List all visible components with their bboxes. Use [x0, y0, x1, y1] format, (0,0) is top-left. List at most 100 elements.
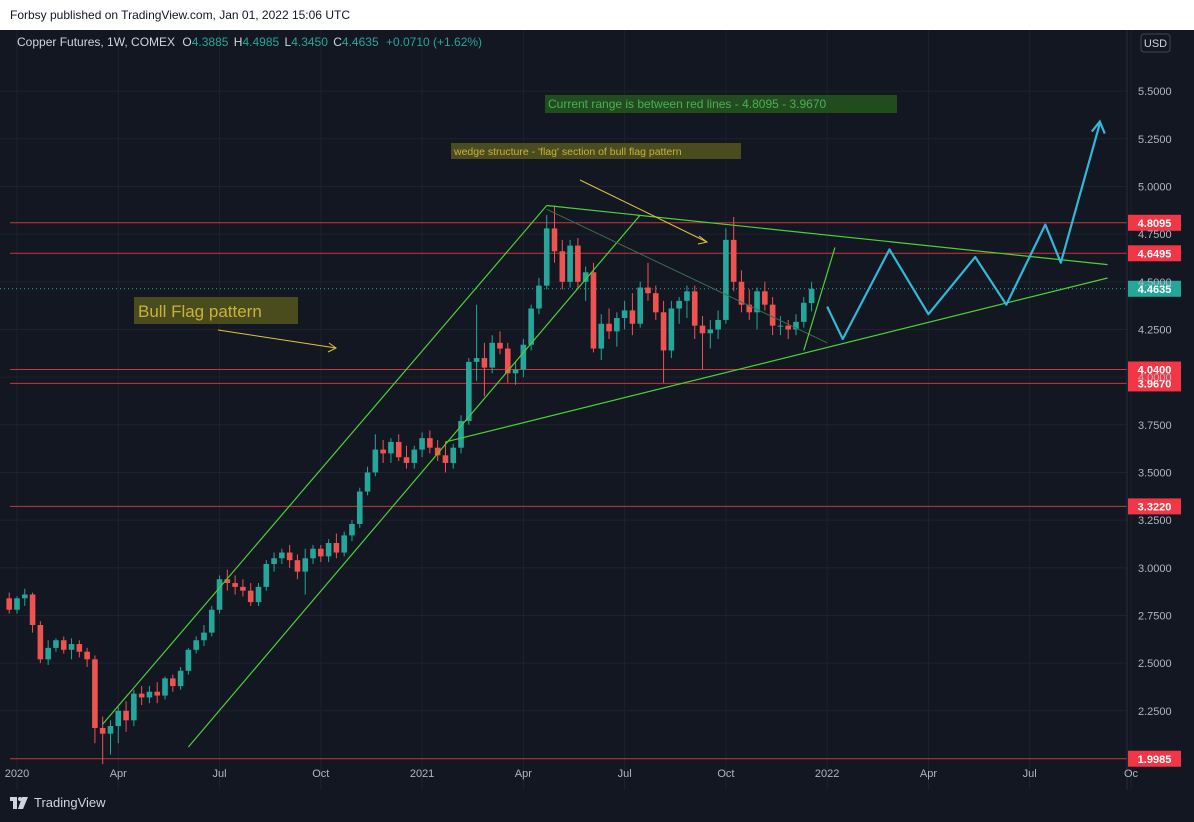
candle-body — [247, 590, 254, 603]
y-tick-label: 2.2500 — [1138, 706, 1172, 718]
chart-area[interactable]: 4.8095 4.6495 4.0400 3.9670 3.3220 1.9985 4.46… — [0, 30, 1194, 790]
footer: TradingView — [0, 790, 1194, 822]
level-label: 3.9670 — [1138, 378, 1172, 390]
candle-body — [177, 670, 184, 687]
y-tick-label: 2.5000 — [1138, 658, 1172, 670]
candle-body — [29, 594, 36, 625]
candle-body — [637, 287, 643, 324]
candle-body — [318, 548, 324, 557]
publisher-header: Forbsy published on TradingView.com, Jan… — [0, 0, 1194, 30]
candle-body — [294, 560, 301, 572]
note-bullflag: Bull Flag pattern — [138, 302, 262, 321]
candle-body — [115, 710, 122, 727]
candle-body — [271, 558, 277, 564]
candle-body — [364, 472, 371, 492]
candle-body — [723, 239, 729, 320]
candle-body — [590, 272, 597, 349]
y-tick-label: 5.2500 — [1138, 134, 1172, 146]
candle-body — [138, 693, 145, 698]
price-axis[interactable]: 2.2500 2.5000 2.7500 3.0000 3.2500 3.5000 3.75… — [0, 30, 1194, 790]
legend-close: 4.4635 — [342, 35, 379, 49]
candle-body — [504, 348, 511, 374]
y-tick-label: 4.7500 — [1138, 229, 1172, 241]
candle-body — [37, 625, 44, 660]
ohlc-legend: Copper Futures, 1W, COMEX O4.3885 H4.498… — [17, 35, 482, 49]
legend-h-label: H — [234, 35, 243, 49]
candle-body — [14, 598, 20, 610]
x-tick-label: Oc — [1124, 768, 1139, 780]
candle-body — [372, 449, 379, 473]
candle-body — [738, 281, 745, 305]
level-badge — [1128, 214, 1181, 231]
candle-body — [224, 579, 231, 584]
arrow-bullflag-head — [327, 342, 337, 353]
candle-body — [520, 344, 527, 370]
candle-body — [528, 308, 534, 345]
note-bullflag-box — [134, 297, 298, 324]
candle-body — [333, 543, 340, 553]
candle-body — [427, 438, 433, 448]
candle-body — [450, 447, 457, 463]
y-tick-label: 4.2500 — [1138, 324, 1172, 336]
legend-l-label: L — [285, 35, 292, 49]
x-tick-label: Jul — [213, 768, 227, 780]
legend-low: 4.3450 — [291, 35, 328, 49]
currency-button[interactable]: USD — [1140, 33, 1171, 53]
candle-body — [325, 543, 332, 557]
note-wedge-box — [451, 143, 741, 159]
candle-body — [131, 693, 137, 721]
candle-body — [684, 291, 690, 301]
y-tick-label: 5.5000 — [1138, 86, 1172, 98]
candle-body — [691, 291, 698, 326]
x-tick-label: Oct — [312, 768, 329, 780]
level-badge — [1128, 245, 1181, 262]
trendline-channel-upper — [102, 205, 548, 725]
note-range: Current range is between red lines - 4.8… — [548, 97, 826, 111]
candle-body — [76, 644, 83, 652]
level-label: 4.8095 — [1138, 218, 1172, 230]
level-badge — [1128, 498, 1181, 515]
candle-body — [349, 523, 355, 536]
candle-body — [310, 548, 316, 559]
candle-body — [473, 358, 480, 362]
last-price-badge — [1128, 280, 1181, 297]
candle-body — [434, 447, 441, 456]
candle-body — [193, 640, 199, 650]
candle-body — [660, 312, 667, 351]
level-badge — [1128, 375, 1181, 392]
candle-body — [458, 420, 464, 448]
candle-body — [208, 609, 215, 633]
candle-body — [442, 455, 449, 463]
candle-body — [84, 651, 90, 660]
trendline-wedge-upper — [546, 204, 1108, 266]
candle-body — [715, 319, 721, 330]
candle-body — [489, 342, 495, 368]
candle-body — [707, 329, 714, 334]
candle-body — [123, 710, 129, 721]
candle-body — [769, 304, 776, 326]
level-label: 4.6495 — [1138, 248, 1172, 260]
candle-body — [536, 285, 542, 309]
candle-body — [92, 659, 98, 728]
legend-symbol: Copper Futures, 1W, COMEX — [17, 35, 175, 49]
candle-body — [341, 535, 347, 553]
candle-body — [808, 288, 815, 304]
x-tick-label: Oct — [717, 768, 734, 780]
trendlines — [102, 119, 1108, 748]
tradingview-brand: TradingView — [34, 795, 106, 810]
currency-label[interactable]: USD — [1144, 38, 1167, 50]
legend-open: 4.3885 — [192, 35, 229, 49]
projection-arrowhead — [1090, 119, 1106, 134]
y-tick-label: 2.7500 — [1138, 610, 1172, 622]
candle-body — [699, 325, 706, 334]
level-badge — [1128, 361, 1181, 378]
trendline-dotted-diagonal — [546, 208, 828, 344]
candle-body — [146, 691, 153, 698]
candle-body — [99, 727, 106, 734]
tradingview-logo[interactable]: TradingView — [10, 795, 106, 810]
candle-body — [53, 640, 59, 648]
legend-o-label: O — [182, 35, 191, 49]
time-axis[interactable]: 2020 Apr Jul Oct 2021 Apr Jul Oct 2022 Apr Jul Oc — [5, 768, 1139, 780]
